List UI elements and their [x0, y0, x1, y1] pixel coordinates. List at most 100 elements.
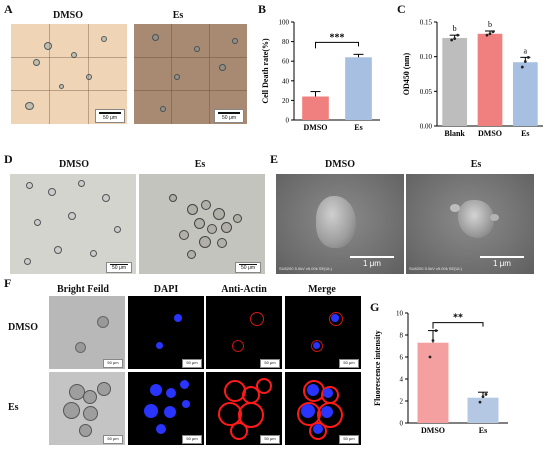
panel-f-row-dmso: DMSO [8, 322, 38, 333]
y-tick-label: 80 [282, 38, 290, 46]
y-tick-label: 4 [400, 376, 404, 384]
y-tick-label: 0 [400, 420, 404, 428]
y-tick-label: 0.10 [420, 53, 433, 61]
y-tick-label: 10 [396, 310, 404, 318]
data-point [523, 60, 527, 63]
bar [417, 342, 449, 423]
significance-letter: b [488, 20, 492, 29]
scale-bar: 50 μm [235, 262, 261, 273]
y-tick-label: 0 [286, 117, 290, 125]
data-point [431, 339, 435, 342]
x-tick-label: Blank [444, 129, 465, 138]
significance-stars: *** [330, 32, 345, 43]
y-axis-label: Fluorescence intensity [373, 330, 382, 406]
scale-bar: 50 μm [103, 435, 123, 444]
y-tick-label: 6 [400, 354, 404, 362]
panel-f-row-es: Es [8, 402, 19, 413]
data-point [453, 37, 457, 41]
significance-letter: a [524, 46, 528, 55]
data-point [491, 30, 495, 34]
panel-e-dmso-sem: SU8200 5.0kV x5.00k SE(UL) 1 μm [276, 174, 404, 274]
scale-bar: 50 μm [103, 359, 123, 368]
panel-f-col-bright-field: Bright Feild [57, 284, 109, 295]
scale-bar: 50 μm [95, 109, 125, 123]
data-point [434, 329, 438, 332]
panel-a-right-title: Es [172, 10, 184, 21]
scale-bar: 50 μm [260, 359, 280, 368]
x-tick-label: Es [354, 123, 362, 132]
y-axis-label: Cell Death rate(%) [261, 38, 270, 104]
data-point [428, 355, 432, 359]
panel-f-es-anti-actin: 50 μm [206, 372, 282, 445]
x-tick-label: DMSO [304, 123, 328, 132]
bar [345, 57, 372, 120]
panel-b-chart: 0 20 40 60 80 100 Cell Death rate(%) DMSO Es *** [261, 19, 380, 132]
bar [442, 37, 468, 126]
y-tick-label: 0.00 [420, 123, 433, 131]
scale-bar: 50 μm [182, 359, 202, 368]
data-point [485, 33, 489, 37]
panel-letter-g: G [370, 300, 380, 314]
panel-e-right-title: Es [470, 159, 482, 170]
bar [512, 62, 538, 126]
data-point [488, 32, 492, 36]
scale-bar: 50 μm [260, 435, 280, 444]
panel-f-col-merge: Merge [308, 284, 336, 295]
data-point [481, 395, 485, 398]
panel-f-es-dapi: 50 μm [128, 372, 204, 445]
data-point [484, 393, 488, 396]
x-tick-label: Es [521, 129, 529, 138]
x-tick-label: DMSO [478, 129, 502, 138]
scale-bar: 1 μm [350, 256, 394, 268]
y-tick-label: 60 [282, 58, 290, 66]
panel-d-right-title: Es [194, 159, 206, 170]
scale-bar: 50 μm [106, 262, 132, 273]
y-tick-label: 2 [400, 398, 404, 406]
scale-bar: 50 μm [182, 435, 202, 444]
y-tick-label: 0.05 [420, 88, 433, 96]
y-tick-label: 8 [400, 332, 404, 340]
bar [477, 33, 503, 126]
panel-a-left-title: DMSO [53, 10, 83, 21]
data-point [526, 55, 530, 59]
bar [467, 397, 499, 423]
panel-letter-a: A [4, 2, 13, 16]
data-point [520, 65, 524, 69]
panel-f-col-dapi: DAPI [153, 284, 179, 295]
panel-e-left-title: DMSO [325, 159, 355, 170]
significance-stars: ** [453, 313, 463, 324]
x-tick-label: Es [479, 426, 487, 435]
panel-d-left-title: DMSO [59, 159, 89, 170]
scale-bar: 50 μm [339, 359, 359, 368]
y-tick-label: 0.15 [420, 19, 433, 27]
panel-g-chart: 0 2 4 6 8 10 Fluorescence intensity DMSO Es ** [373, 310, 508, 435]
panel-d-es-micrograph: 50 μm [139, 174, 265, 274]
panel-a-es-micrograph: 50 μm [134, 24, 247, 124]
y-tick-label: 40 [282, 77, 290, 85]
panel-f-col-anti-actin: Anti-Actin [221, 284, 267, 295]
panel-f-dmso-dapi: 50 μm [128, 296, 204, 369]
panel-f-es-merge: 50 μm [285, 372, 361, 445]
panel-a-dmso-micrograph: 50 μm [11, 24, 127, 124]
y-tick-label: 20 [282, 97, 290, 105]
panel-c-chart: 0.00 0.05 0.10 0.15 OD450 (nm) Blank b DMSO b Es a [402, 19, 543, 138]
significance-letter: b [453, 24, 457, 33]
data-point [478, 400, 482, 404]
y-axis-label: OD450 (nm) [402, 52, 411, 95]
panel-f-dmso-bright-field: 50 μm [49, 296, 125, 369]
panel-letter-c: C [397, 2, 406, 16]
significance-bracket [315, 41, 359, 49]
panel-letter-f: F [4, 276, 12, 290]
panel-letter-e: E [270, 152, 279, 166]
panel-f-dmso-anti-actin: 50 μm [206, 296, 282, 369]
panel-d-dmso-micrograph: 50 μm [10, 174, 136, 274]
panel-e-es-sem: SU8200 5.0kV x5.00k SE(UL) 1 μm [406, 174, 534, 274]
panel-letter-d: D [4, 152, 13, 166]
scale-bar: 50 μm [339, 435, 359, 444]
scale-bar: 50 μm [214, 109, 244, 123]
data-point [456, 33, 460, 37]
panel-f-es-bright-field: 50 μm [49, 372, 125, 445]
data-point [450, 38, 454, 42]
panel-f-dmso-merge: 50 μm [285, 296, 361, 369]
y-tick-label: 100 [279, 19, 290, 27]
